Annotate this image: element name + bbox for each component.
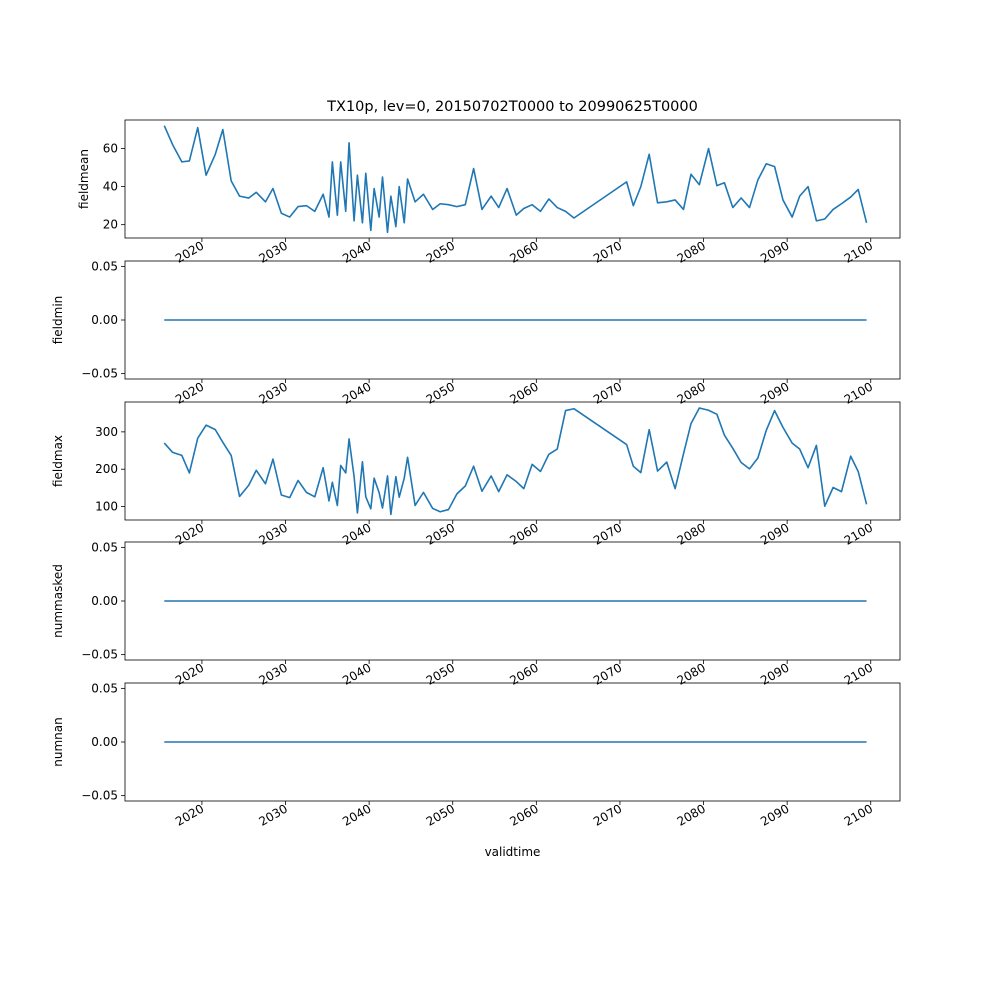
y-tick-label: 100 (95, 500, 118, 514)
y-tick-label: 200 (95, 462, 118, 476)
y-axis-label: numnan (51, 717, 65, 766)
y-axis-label: fieldmin (51, 296, 65, 345)
y-tick-label: 20 (103, 218, 118, 232)
y-tick-label: 0.05 (91, 259, 118, 273)
y-axis-label: nummasked (51, 564, 65, 638)
axes-frame (124, 682, 901, 802)
subplots: 2020 2030 2040 2050 2060 2070 2080 2090 21002040… (51, 119, 901, 829)
y-tick-label: 0.05 (91, 540, 118, 554)
y-tick-label: 300 (95, 425, 118, 439)
y-tick-label: 0.05 (91, 681, 118, 695)
y-tick-label: 40 (103, 180, 118, 194)
y-tick-label: 0.00 (91, 594, 118, 608)
y-tick-label: −0.05 (81, 367, 118, 381)
y-tick-label: −0.05 (81, 789, 118, 803)
y-tick-label: 60 (103, 142, 118, 156)
series-line-fieldmax (163, 407, 868, 516)
x-axis-label: validtime (485, 845, 541, 859)
axes-frame (124, 541, 901, 661)
axes-frame (124, 260, 901, 380)
y-axis-label: fieldmean (77, 149, 91, 209)
axes-frame (124, 119, 901, 239)
y-axis-label: fieldmax (51, 435, 65, 487)
axes-frame (124, 401, 901, 521)
chart-title: TX10p, lev=0, 20150702T0000 to 20990625T… (326, 99, 698, 115)
series-line-fieldmean (163, 125, 868, 234)
y-tick-label: 0.00 (91, 313, 118, 327)
y-tick-label: −0.05 (81, 648, 118, 662)
y-tick-label: 0.00 (91, 735, 118, 749)
